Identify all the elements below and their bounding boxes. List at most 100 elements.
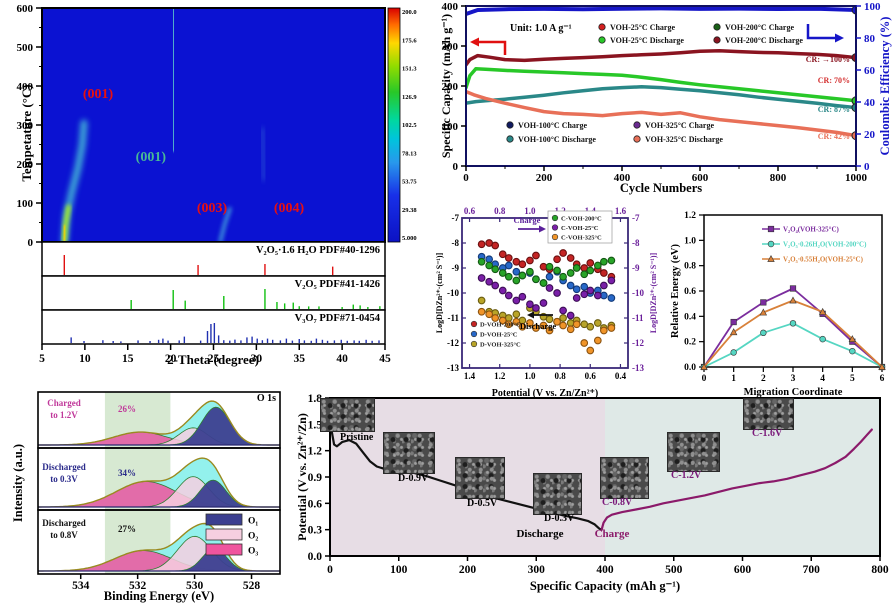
chart-graphic [545,326,554,335]
xps-p1-percent: 26% [118,404,136,414]
chart-graphic [477,240,486,249]
chart-graphic [553,289,561,297]
tick-label: 0.0 [684,363,696,373]
xps-p2-percent: 34% [118,468,136,478]
cr-label-87: CR: 87% [817,105,850,114]
chart-graphic [767,225,775,233]
chart-graphic [518,271,527,280]
tick-label: 0.6 [684,287,696,297]
cr-label-42: CR: 42% [817,132,850,141]
chart-graphic [545,272,554,281]
tick-label: 700 [803,564,821,576]
tick-label: 0.6 [464,206,476,216]
xps-panel: 534 532 530 528 O₁ O₂ O₃ [0,388,292,606]
tick-label: 20 [165,353,177,365]
chart-graphic [545,284,554,292]
profile-canvas: 0 100 200 300 400 500 600 700 800 0.0 0.3 0.6 0.9 1.2… [308,393,889,576]
tick-label: 0.0 [308,551,323,563]
tick-label: O₂ [248,532,258,542]
tick-label: 0.8 [494,206,506,216]
tick-label: 100 [864,1,881,13]
chart-graphic [491,281,500,290]
tick-label: 500 [17,42,34,54]
chart-graphic [532,304,540,312]
tick-label: C-VOH-200°C [561,216,602,223]
chart-graphic [485,261,494,270]
cycling-unit-label: Unit: 1.0 A g⁻¹ [510,23,572,34]
gitt-discharge-label: Discharge [519,321,557,331]
chart-graphic [600,269,608,277]
profile-y-axis-label: Potential (V vs. Zn²⁺/Zn) [295,413,309,541]
tick-label: 78.13 [402,150,417,157]
chart-graphic [41,241,386,277]
tick-label: 0 [327,564,333,576]
chart-graphic [607,294,616,302]
chart-graphic [504,291,513,300]
xrd-heatmap-canvas: 0 100 200 300 400 500 600 200.0 175.6 151.3 126.9 1… [17,3,418,365]
chart-graphic [526,256,534,265]
chart-graphic [605,398,880,556]
migration-canvas: 0.0 0.2 0.4 0.6 0.8 1.0 1.2 0 1 2 3 4 5 6 V₂O₄(VOH-325… [684,211,886,384]
xps-canvas: 534 532 530 528 O₁ O₂ O₃ [37,391,281,592]
chart-graphic [593,319,602,327]
tick-label: -11 [632,313,644,323]
profile-discharge-label: Discharge [516,528,564,540]
chart-graphic [41,309,386,345]
pdf-card-label-3: V₃O₇ PDF#71-0454 [294,313,380,324]
chart-graphic [580,282,589,291]
chart-graphic [532,275,540,284]
tick-label: 200 [17,159,34,171]
chart-graphic [607,276,616,285]
chart-graphic [566,325,575,334]
xps-title: O 1s [256,393,276,404]
chart-graphic [539,321,548,330]
tick-label: 528 [243,580,261,592]
sem-label-c08: C-0.8V [602,497,633,508]
chart-graphic [572,285,581,294]
tick-label: 0 [28,237,34,249]
tick-label: VOH-25°C Discharge [610,36,684,45]
tick-label: 45 [379,353,391,365]
xps-p1-state-line2: to 1.2V [50,410,78,420]
chart-graphic [466,85,856,110]
tick-label: 0.4 [684,312,696,322]
tick-label: 400 [596,564,614,576]
tick-label: -7 [632,213,640,223]
sem-image-d03 [533,473,582,515]
chart-graphic [729,328,738,336]
chart-graphic [512,267,521,276]
sem-image-pristine [320,398,375,432]
chart-graphic [586,346,595,355]
chart-graphic [566,254,575,262]
chart-graphic [205,543,243,556]
chart-graphic [572,320,581,329]
sem-label-c16: C-1.6V [752,428,783,439]
chart-graphic [491,241,500,250]
sem-image-d09 [383,432,435,474]
tick-label: 200 [459,564,477,576]
chart-graphic [512,310,521,319]
chart-graphic [566,281,575,290]
tick-label: 3 [791,374,796,384]
chart-graphic [878,362,886,370]
xrd-heatmap-panel: 0 100 200 300 400 500 600 200.0 175.6 151.3 126.9 1… [0,0,460,388]
chart-graphic [539,299,548,307]
sem-image-c12 [667,432,720,472]
tick-label: 800 [871,564,889,576]
tick-label: 5 [850,374,855,384]
tick-label: 200 [536,172,553,184]
tick-label: 1.0 [524,371,536,381]
chart-graphic [512,276,521,285]
tick-label: 0.6 [585,371,597,381]
tick-label: 534 [72,580,90,592]
tick-label: 1000 [845,172,868,184]
chart-graphic [566,269,575,277]
cr-label-70: CR: 70% [817,76,850,85]
chart-graphic [526,300,534,309]
chart-graphic [506,121,514,129]
tick-label: 300 [528,564,546,576]
tick-label: 1.5 [308,419,323,431]
tick-label: -10 [632,288,644,298]
chart-graphic [477,296,486,305]
